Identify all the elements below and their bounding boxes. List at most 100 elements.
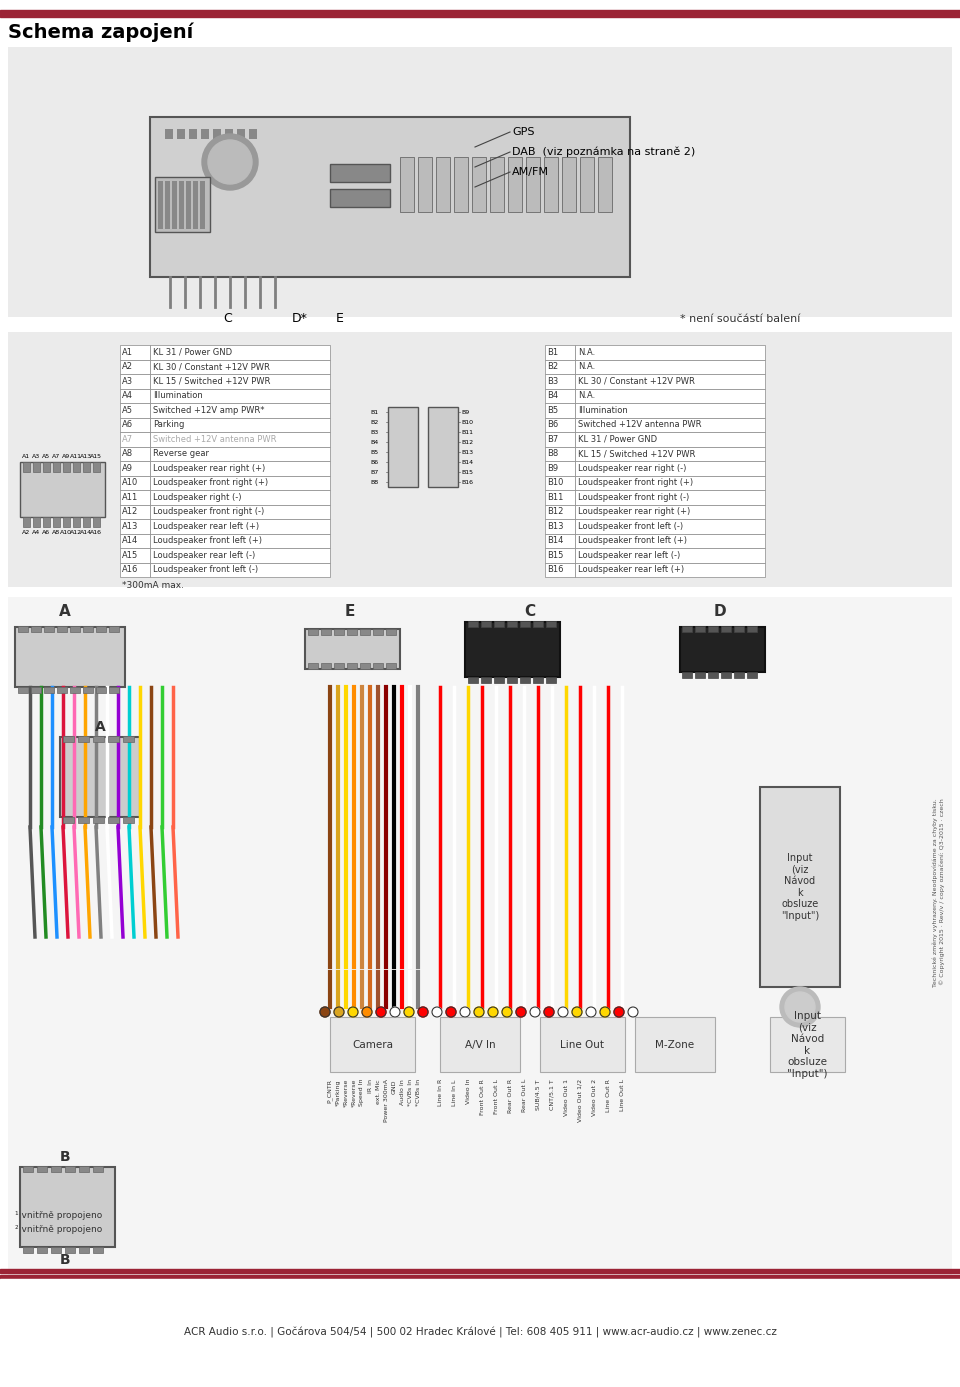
Bar: [83, 687, 93, 694]
Bar: [63, 517, 70, 527]
Bar: [51, 1247, 61, 1252]
Text: A6: A6: [122, 420, 133, 429]
Text: Video Out 1: Video Out 1: [564, 1079, 568, 1117]
Text: B14: B14: [547, 537, 564, 545]
Text: A5: A5: [122, 406, 133, 415]
Text: A16: A16: [90, 530, 102, 534]
Text: Loudspeaker rear left (+): Loudspeaker rear left (+): [578, 566, 684, 574]
Bar: [734, 671, 744, 678]
Bar: [150, 519, 330, 534]
Bar: [93, 736, 104, 742]
Bar: [78, 736, 89, 742]
Circle shape: [586, 1007, 596, 1017]
Bar: [440, 1017, 520, 1072]
Text: E: E: [336, 312, 344, 326]
Bar: [436, 157, 450, 212]
Bar: [545, 447, 575, 460]
Bar: [330, 189, 390, 207]
Bar: [63, 817, 74, 822]
Circle shape: [544, 1007, 554, 1017]
Text: B13: B13: [461, 451, 473, 455]
Text: B7: B7: [547, 434, 559, 444]
Bar: [334, 628, 344, 635]
Circle shape: [600, 1007, 610, 1017]
Bar: [150, 404, 330, 417]
Text: B4: B4: [547, 391, 558, 401]
Text: DAB  (viz poznámka na straně 2): DAB (viz poznámka na straně 2): [512, 147, 695, 157]
Bar: [57, 626, 67, 632]
Text: B10: B10: [461, 420, 473, 426]
Bar: [334, 663, 344, 669]
Text: A4: A4: [32, 530, 40, 534]
Text: Loudspeaker front left (-): Loudspeaker front left (-): [578, 522, 684, 531]
Bar: [575, 505, 765, 519]
Bar: [70, 687, 80, 694]
Bar: [575, 548, 765, 563]
Text: Switched +12V antenna PWR: Switched +12V antenna PWR: [578, 420, 702, 429]
Bar: [545, 490, 575, 505]
Bar: [31, 687, 41, 694]
Bar: [545, 460, 575, 476]
Text: Loudspeaker front right (+): Loudspeaker front right (+): [153, 479, 268, 487]
Bar: [308, 628, 318, 635]
Bar: [150, 505, 330, 519]
Bar: [31, 626, 41, 632]
Bar: [44, 687, 54, 694]
Bar: [120, 359, 150, 374]
Text: B4: B4: [370, 441, 378, 445]
Bar: [695, 671, 705, 678]
Bar: [120, 431, 150, 447]
Bar: [18, 626, 28, 632]
Text: Switched +12V amp PWR*: Switched +12V amp PWR*: [153, 406, 265, 415]
Bar: [120, 345, 150, 359]
Bar: [150, 388, 330, 404]
Bar: [108, 817, 119, 822]
Text: N.A.: N.A.: [578, 362, 595, 372]
Circle shape: [390, 1007, 400, 1017]
Circle shape: [418, 1007, 428, 1017]
Bar: [155, 178, 210, 232]
Text: B2: B2: [370, 420, 378, 426]
Bar: [120, 404, 150, 417]
Circle shape: [474, 1007, 484, 1017]
Bar: [150, 117, 630, 277]
Bar: [520, 677, 530, 682]
Bar: [540, 1017, 625, 1072]
Bar: [33, 462, 40, 472]
Bar: [93, 817, 104, 822]
Circle shape: [502, 1007, 512, 1017]
Text: B12: B12: [461, 441, 473, 445]
Text: N.A.: N.A.: [578, 391, 595, 401]
Circle shape: [558, 1007, 568, 1017]
Bar: [494, 621, 504, 627]
Bar: [734, 626, 744, 632]
Bar: [545, 476, 575, 490]
Circle shape: [432, 1007, 442, 1017]
Bar: [65, 1247, 75, 1252]
Text: A15: A15: [122, 551, 138, 560]
Text: B8: B8: [547, 449, 559, 458]
Bar: [150, 460, 330, 476]
Text: *CVBs In: *CVBs In: [407, 1079, 413, 1105]
Text: KL 31 / Power GND: KL 31 / Power GND: [578, 434, 658, 444]
Bar: [73, 462, 80, 472]
Text: A9: A9: [61, 455, 70, 459]
Bar: [533, 677, 543, 682]
Bar: [770, 1017, 845, 1072]
Text: A10: A10: [122, 479, 138, 487]
Circle shape: [488, 1007, 498, 1017]
Text: GND: GND: [392, 1079, 396, 1093]
Bar: [682, 671, 692, 678]
Bar: [79, 1247, 89, 1252]
Circle shape: [208, 140, 252, 184]
Bar: [23, 1166, 33, 1172]
Bar: [158, 180, 163, 229]
Bar: [545, 404, 575, 417]
Bar: [43, 462, 50, 472]
Bar: [70, 626, 80, 632]
Bar: [635, 1017, 715, 1072]
Text: ext. Mic: ext. Mic: [375, 1079, 380, 1104]
Bar: [120, 447, 150, 460]
Bar: [682, 626, 692, 632]
Text: P_CNTR: P_CNTR: [327, 1079, 333, 1103]
